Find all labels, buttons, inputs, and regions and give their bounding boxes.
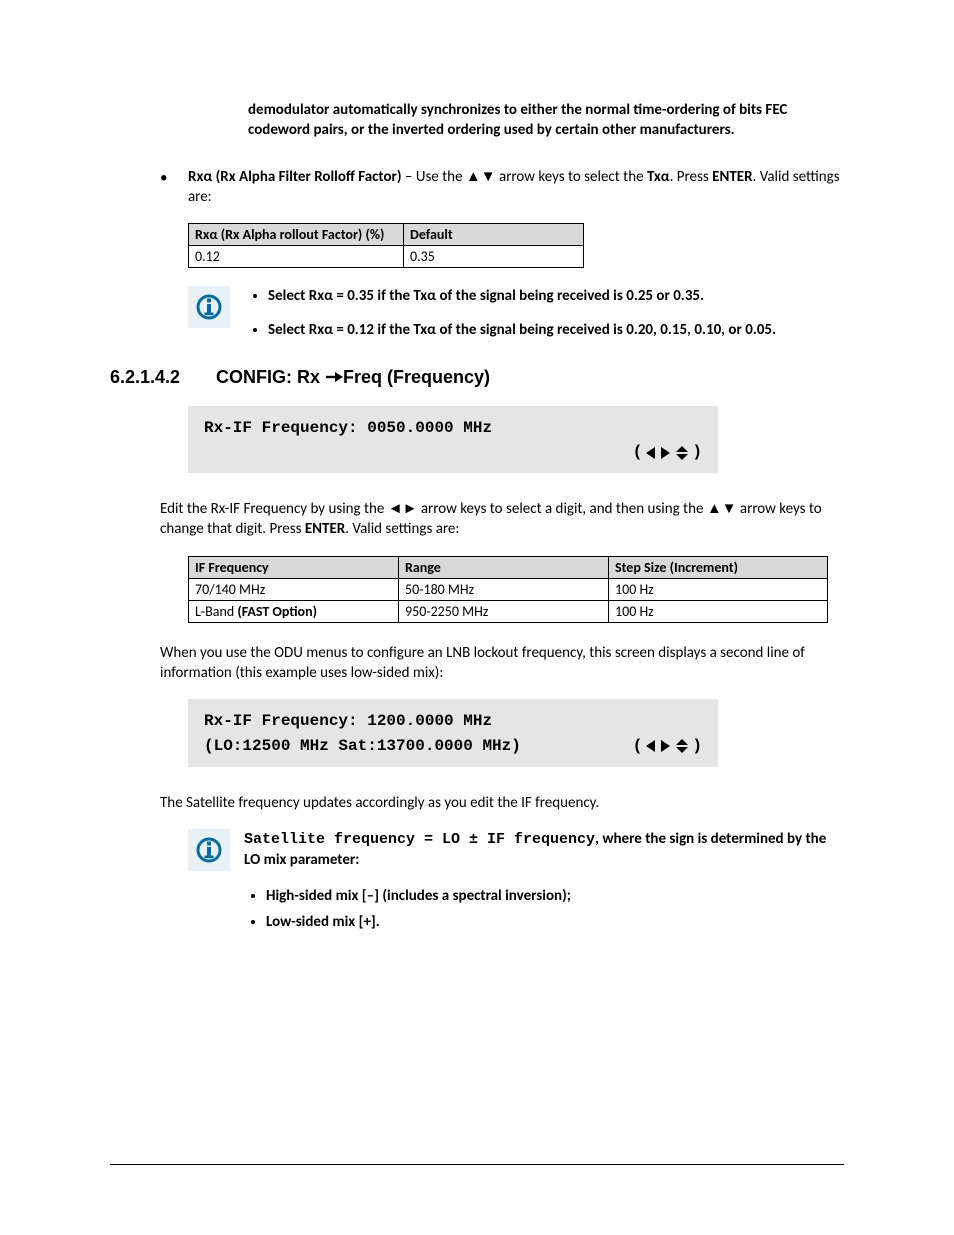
if-r1c0: L-Band (FAST Option) xyxy=(189,600,399,622)
rxalpha-bullet: • Rxα (Rx Alpha Filter Rolloff Factor) –… xyxy=(160,167,844,208)
enter-key-label: ENTER xyxy=(712,168,752,186)
if-frequency-table: IF Frequency Range Step Size (Increment)… xyxy=(188,556,828,623)
paren-close: ) xyxy=(692,440,702,465)
info-icon xyxy=(188,829,230,871)
sat-update-paragraph: The Satellite frequency updates accordin… xyxy=(160,793,844,813)
if-header-0: IF Frequency xyxy=(189,556,399,578)
enter-key-label: ENTER xyxy=(305,520,345,538)
arrow-right-icon xyxy=(325,370,343,384)
rolloff-header-1: Default xyxy=(404,224,584,246)
bullet-dot: • xyxy=(160,167,188,208)
if-r0c1: 50-180 MHz xyxy=(399,578,609,600)
if-header-1: Range xyxy=(399,556,609,578)
arrow-up-down-icon: ▲▼ xyxy=(466,168,496,186)
nav-updown-icon xyxy=(676,446,688,460)
rolloff-cell-0: 0.12 xyxy=(189,246,404,268)
paren-close: ) xyxy=(692,734,702,759)
edit-paragraph: Edit the Rx-IF Frequency by using the ◄►… xyxy=(160,499,844,540)
lcd2-nav: ( ) xyxy=(633,734,702,759)
if-r0c0: 70/140 MHz xyxy=(189,578,399,600)
nav-glyphs xyxy=(646,739,688,753)
formula-text: Satellite frequency = LO ± IF frequency,… xyxy=(244,829,844,871)
table-header-row: IF Frequency Range Step Size (Increment) xyxy=(189,556,828,578)
info-icon xyxy=(188,286,230,328)
if-r1c1: 950-2250 MHz xyxy=(399,600,609,622)
section-title: CONFIG: Rx Freq (Frequency) xyxy=(216,367,844,388)
rolloff-header-0: Rxα (Rx Alpha rollout Factor) (%) xyxy=(189,224,404,246)
lcd2-line2-left: (LO:12500 MHz Sat:13700.0000 MHz) xyxy=(204,734,521,759)
rxalpha-note-0: Select Rxα = 0.35 if the Txα of the sign… xyxy=(268,286,844,306)
mix-list: High-sided mix [–] (includes a spectral … xyxy=(240,885,844,934)
section-number: 6.2.1.4.2 xyxy=(110,367,216,388)
table-header-row: Rxα (Rx Alpha rollout Factor) (%) Defaul… xyxy=(189,224,584,246)
paren-open: ( xyxy=(633,734,643,759)
mix-item-0: High-sided mix [–] (includes a spectral … xyxy=(266,885,844,908)
odu-paragraph: When you use the ODU menus to configure … xyxy=(160,643,844,684)
rxalpha-mid: arrow keys to select the xyxy=(496,168,647,186)
edit-p2: arrow keys to select a digit, and then u… xyxy=(417,500,706,518)
rxalpha-after: . Press xyxy=(670,168,713,186)
section-title-suffix: Freq (Frequency) xyxy=(343,367,490,387)
section-heading: 6.2.1.4.2 CONFIG: Rx Freq (Frequency) xyxy=(110,367,844,388)
arrow-left-right-icon: ◄► xyxy=(388,500,418,518)
page-footer-rule xyxy=(110,1164,844,1165)
rxalpha-note-1: Select Rxα = 0.12 if the Txα of the sign… xyxy=(268,320,844,340)
formula-mono: Satellite frequency = LO ± IF frequency xyxy=(244,831,595,848)
rxalpha-info-body: Select Rxα = 0.35 if the Txα of the sign… xyxy=(244,286,844,341)
table-row: 0.12 0.35 xyxy=(189,246,584,268)
rolloff-cell-1: 0.35 xyxy=(404,246,584,268)
section-title-prefix: CONFIG: Rx xyxy=(216,367,325,387)
lcd-display-2: Rx-IF Frequency: 1200.0000 MHz (LO:12500… xyxy=(188,699,718,767)
nav-left-icon xyxy=(646,447,655,459)
if-header-2: Step Size (Increment) xyxy=(609,556,828,578)
if-r1c2: 100 Hz xyxy=(609,600,828,622)
carryover-paragraph: demodulator automatically synchronizes t… xyxy=(248,100,844,141)
rxalpha-info-block: Select Rxα = 0.35 if the Txα of the sign… xyxy=(188,286,844,341)
rolloff-table: Rxα (Rx Alpha rollout Factor) (%) Defaul… xyxy=(188,223,584,268)
nav-right-icon xyxy=(661,447,670,459)
paren-open: ( xyxy=(633,440,643,465)
rxalpha-bullet-text: Rxα (Rx Alpha Filter Rolloff Factor) – U… xyxy=(188,167,844,208)
lcd2-line1: Rx-IF Frequency: 1200.0000 MHz xyxy=(204,709,702,734)
lcd1-line1: Rx-IF Frequency: 0050.0000 MHz xyxy=(204,416,702,441)
lcd2-line2: (LO:12500 MHz Sat:13700.0000 MHz) ( ) xyxy=(204,734,702,759)
rxalpha-label: Rxα (Rx Alpha Filter Rolloff Factor) xyxy=(188,168,402,186)
rxalpha-dash: – Use the xyxy=(402,168,466,186)
edit-p4: . Valid settings are: xyxy=(345,520,459,538)
nav-right-icon xyxy=(661,740,670,752)
nav-left-icon xyxy=(646,740,655,752)
nav-glyphs xyxy=(646,446,688,460)
page: demodulator automatically synchronizes t… xyxy=(0,0,954,1235)
nav-updown-icon xyxy=(676,739,688,753)
lcd-display-1: Rx-IF Frequency: 0050.0000 MHz ( ) xyxy=(188,406,718,474)
if-r0c2: 100 Hz xyxy=(609,578,828,600)
txalpha-label: Txα xyxy=(647,168,670,186)
table-row: L-Band (FAST Option) 950-2250 MHz 100 Hz xyxy=(189,600,828,622)
edit-p1: Edit the Rx-IF Frequency by using the xyxy=(160,500,388,518)
arrow-up-down-icon: ▲▼ xyxy=(707,500,737,518)
table-row: 70/140 MHz 50-180 MHz 100 Hz xyxy=(189,578,828,600)
formula-info-block: Satellite frequency = LO ± IF frequency,… xyxy=(188,829,844,871)
lcd1-line2: ( ) xyxy=(204,440,702,465)
mix-item-1: Low-sided mix [+]. xyxy=(266,911,844,934)
